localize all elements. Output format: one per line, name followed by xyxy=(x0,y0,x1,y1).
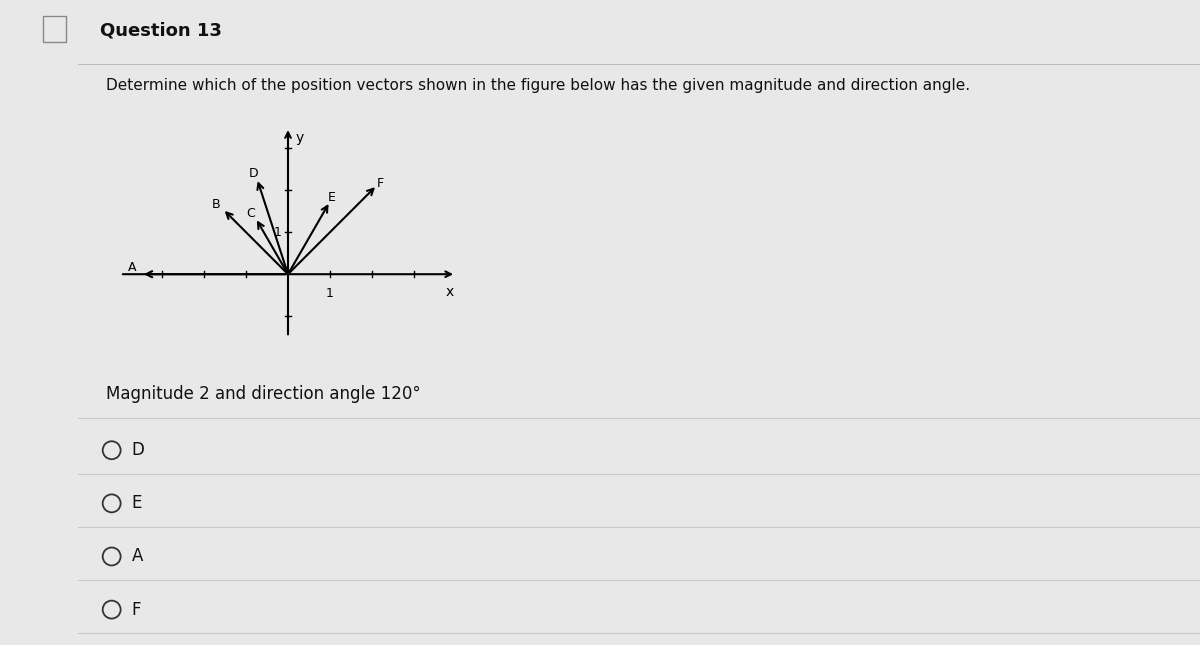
Text: y: y xyxy=(295,132,304,145)
Text: B: B xyxy=(212,198,221,211)
Text: Question 13: Question 13 xyxy=(101,21,222,39)
Text: 1: 1 xyxy=(326,287,334,300)
Text: D: D xyxy=(248,167,258,180)
Text: Magnitude 2 and direction angle 120°: Magnitude 2 and direction angle 120° xyxy=(106,385,421,403)
Text: E: E xyxy=(328,191,336,204)
Text: x: x xyxy=(445,284,454,299)
Text: D: D xyxy=(132,441,145,459)
Text: F: F xyxy=(377,177,384,190)
Text: E: E xyxy=(132,494,143,512)
Text: A: A xyxy=(132,548,143,566)
Text: 1: 1 xyxy=(274,226,282,239)
Text: F: F xyxy=(132,600,142,619)
Text: C: C xyxy=(246,207,254,220)
Text: A: A xyxy=(128,261,137,274)
Text: Determine which of the position vectors shown in the figure below has the given : Determine which of the position vectors … xyxy=(106,79,970,94)
Bar xyxy=(43,16,66,42)
